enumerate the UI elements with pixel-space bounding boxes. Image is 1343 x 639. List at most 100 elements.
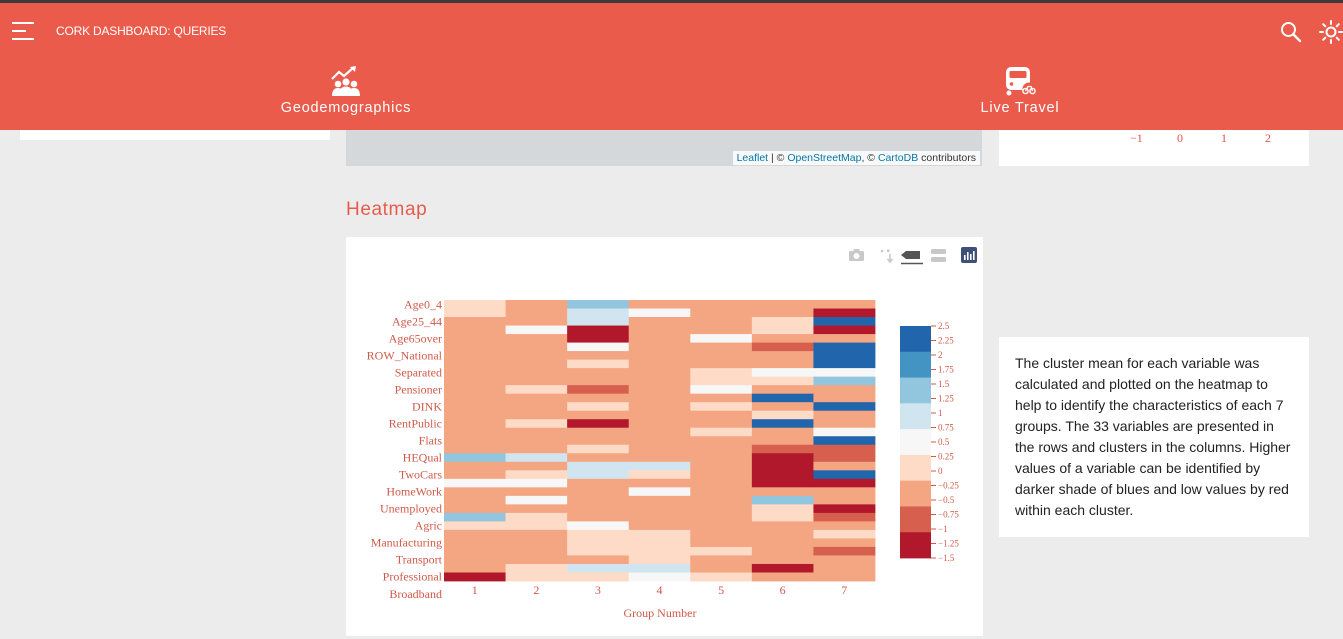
plotly-logo-icon[interactable]	[961, 247, 977, 263]
heatmap-cell[interactable]	[444, 512, 506, 522]
heatmap-cell[interactable]	[628, 359, 691, 369]
heatmap-cell[interactable]	[444, 410, 506, 420]
heatmap-cell[interactable]	[690, 351, 753, 361]
heatmap-cell[interactable]	[751, 402, 814, 412]
heatmap-cell[interactable]	[751, 317, 814, 326]
heatmap-cell[interactable]	[813, 342, 876, 352]
heatmap-cell[interactable]	[751, 504, 814, 514]
heatmap-cell[interactable]	[628, 470, 691, 480]
heatmap-cell[interactable]	[628, 410, 691, 420]
heatmap-cell[interactable]	[628, 453, 691, 463]
heatmap-cell[interactable]	[628, 461, 691, 471]
heatmap-cell[interactable]	[444, 546, 506, 556]
heatmap-cell[interactable]	[567, 504, 630, 514]
heatmap-cell[interactable]	[813, 453, 876, 463]
pan-icon[interactable]	[880, 249, 894, 264]
heatmap-cell[interactable]	[567, 410, 630, 420]
heatmap-cell[interactable]	[813, 478, 876, 488]
heatmap-cell[interactable]	[444, 495, 506, 505]
heatmap-cell[interactable]	[690, 385, 753, 395]
heatmap-cell[interactable]	[813, 470, 876, 480]
heatmap-cell[interactable]	[505, 461, 568, 471]
heatmap-cell[interactable]	[751, 563, 814, 573]
heatmap-cell[interactable]	[813, 572, 876, 582]
heatmap-cell[interactable]	[505, 495, 568, 505]
heatmap-cell[interactable]	[813, 300, 876, 309]
heatmap-cell[interactable]	[567, 521, 630, 531]
heatmap-cell[interactable]	[567, 572, 630, 582]
heatmap-cell[interactable]	[567, 359, 630, 369]
heatmap-cell[interactable]	[628, 444, 691, 454]
heatmap-cell[interactable]	[690, 427, 753, 437]
heatmap-cell[interactable]	[690, 504, 753, 514]
heatmap-cell[interactable]	[505, 368, 568, 378]
heatmap-cell[interactable]	[628, 342, 691, 352]
heatmap-cell[interactable]	[813, 461, 876, 471]
heatmap-cell[interactable]	[505, 427, 568, 437]
heatmap-cell[interactable]	[628, 300, 691, 309]
heatmap-cell[interactable]	[690, 529, 753, 539]
heatmap-cell[interactable]	[751, 478, 814, 488]
heatmap-cell[interactable]	[628, 521, 691, 531]
heatmap-cell[interactable]	[751, 308, 814, 318]
heatmap-cell[interactable]	[628, 376, 691, 386]
heatmap-cell[interactable]	[505, 563, 568, 573]
heatmap-cell[interactable]	[444, 521, 506, 531]
heatmap-cell[interactable]	[567, 376, 630, 386]
compare-hover-icon[interactable]	[901, 251, 923, 265]
heatmap-cell[interactable]	[567, 368, 630, 378]
heatmap-cell[interactable]	[444, 436, 506, 446]
heatmap-cell[interactable]	[813, 376, 876, 386]
heatmap-cell[interactable]	[751, 572, 814, 582]
heatmap-cell[interactable]	[628, 487, 691, 497]
heatmap-cell[interactable]	[690, 555, 753, 565]
heatmap-cell[interactable]	[505, 521, 568, 531]
heatmap-cell[interactable]	[690, 317, 753, 326]
heatmap-cell[interactable]	[751, 546, 814, 556]
heatmap-cell[interactable]	[567, 478, 630, 488]
heatmap-cell[interactable]	[813, 529, 876, 539]
heatmap-cell[interactable]	[567, 538, 630, 548]
hamburger-menu-icon[interactable]	[12, 22, 34, 40]
heatmap-cell[interactable]	[444, 461, 506, 471]
heatmap-cell[interactable]	[567, 487, 630, 497]
heatmap-cell[interactable]	[505, 453, 568, 463]
heatmap-cell[interactable]	[813, 385, 876, 395]
heatmap-cell[interactable]	[690, 368, 753, 378]
leaflet-link[interactable]: Leaflet	[736, 152, 769, 164]
heatmap-cell[interactable]	[628, 563, 691, 573]
heatmap-cell[interactable]	[505, 512, 568, 522]
heatmap-cell[interactable]	[751, 495, 814, 505]
heatmap-cell[interactable]	[444, 555, 506, 565]
heatmap-cell[interactable]	[813, 504, 876, 514]
heatmap-cell[interactable]	[567, 317, 630, 326]
heatmap-cell[interactable]	[628, 393, 691, 403]
heatmap-cell[interactable]	[444, 470, 506, 480]
heatmap-cell[interactable]	[628, 419, 691, 429]
tab-geodemographics[interactable]: Geodemographics	[216, 65, 476, 116]
heatmap-cell[interactable]	[628, 402, 691, 412]
openstreetmap-link[interactable]: OpenStreetMap	[787, 152, 862, 164]
closest-hover-icon[interactable]	[931, 249, 946, 262]
heatmap-cell[interactable]	[690, 538, 753, 548]
heatmap-cell[interactable]	[690, 487, 753, 497]
heatmap-cell[interactable]	[628, 538, 691, 548]
heatmap-cell[interactable]	[690, 572, 753, 582]
heatmap-cell[interactable]	[690, 453, 753, 463]
heatmap-cell[interactable]	[567, 563, 630, 573]
heatmap-cell[interactable]	[505, 308, 568, 318]
heatmap-cell[interactable]	[751, 393, 814, 403]
heatmap-cell[interactable]	[505, 359, 568, 369]
heatmap-cell[interactable]	[444, 325, 506, 335]
heatmap-cell[interactable]	[567, 470, 630, 480]
heatmap-cell[interactable]	[813, 444, 876, 454]
heatmap-cell[interactable]	[690, 478, 753, 488]
heatmap-cell[interactable]	[751, 555, 814, 565]
heatmap-cell[interactable]	[751, 461, 814, 471]
heatmap-cell[interactable]	[690, 521, 753, 531]
heatmap-cell[interactable]	[444, 538, 506, 548]
heatmap-cell[interactable]	[751, 342, 814, 352]
heatmap-cell[interactable]	[690, 359, 753, 369]
heatmap-cell[interactable]	[751, 512, 814, 522]
heatmap-cell[interactable]	[813, 317, 876, 326]
